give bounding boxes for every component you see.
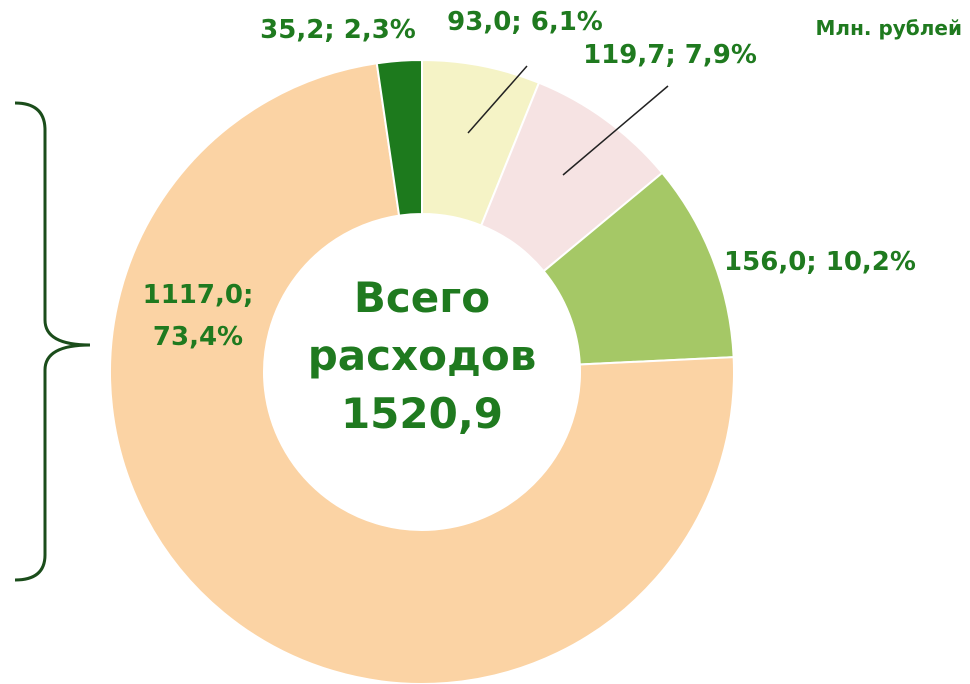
donut-slice	[375, 58, 423, 217]
leader-line	[562, 85, 669, 176]
data-label: 156,0; 10,2%	[724, 247, 916, 277]
center-line: расходов	[307, 331, 537, 380]
subtitle: Млн. рублей	[815, 16, 962, 40]
data-label: 93,0; 6,1%	[447, 7, 603, 37]
bracket	[14, 101, 91, 582]
data-label: 1117,0; 73,4%	[142, 280, 254, 352]
data-label: 119,7; 7,9%	[583, 40, 757, 70]
center-line: Всего	[353, 273, 491, 322]
donut-slice	[109, 62, 735, 684]
center-text: Всего расходов 1520,9	[308, 269, 537, 443]
leader-line	[467, 65, 528, 134]
center-line: 1520,9	[340, 389, 504, 438]
data-label: 35,2; 2,3%	[260, 15, 416, 45]
